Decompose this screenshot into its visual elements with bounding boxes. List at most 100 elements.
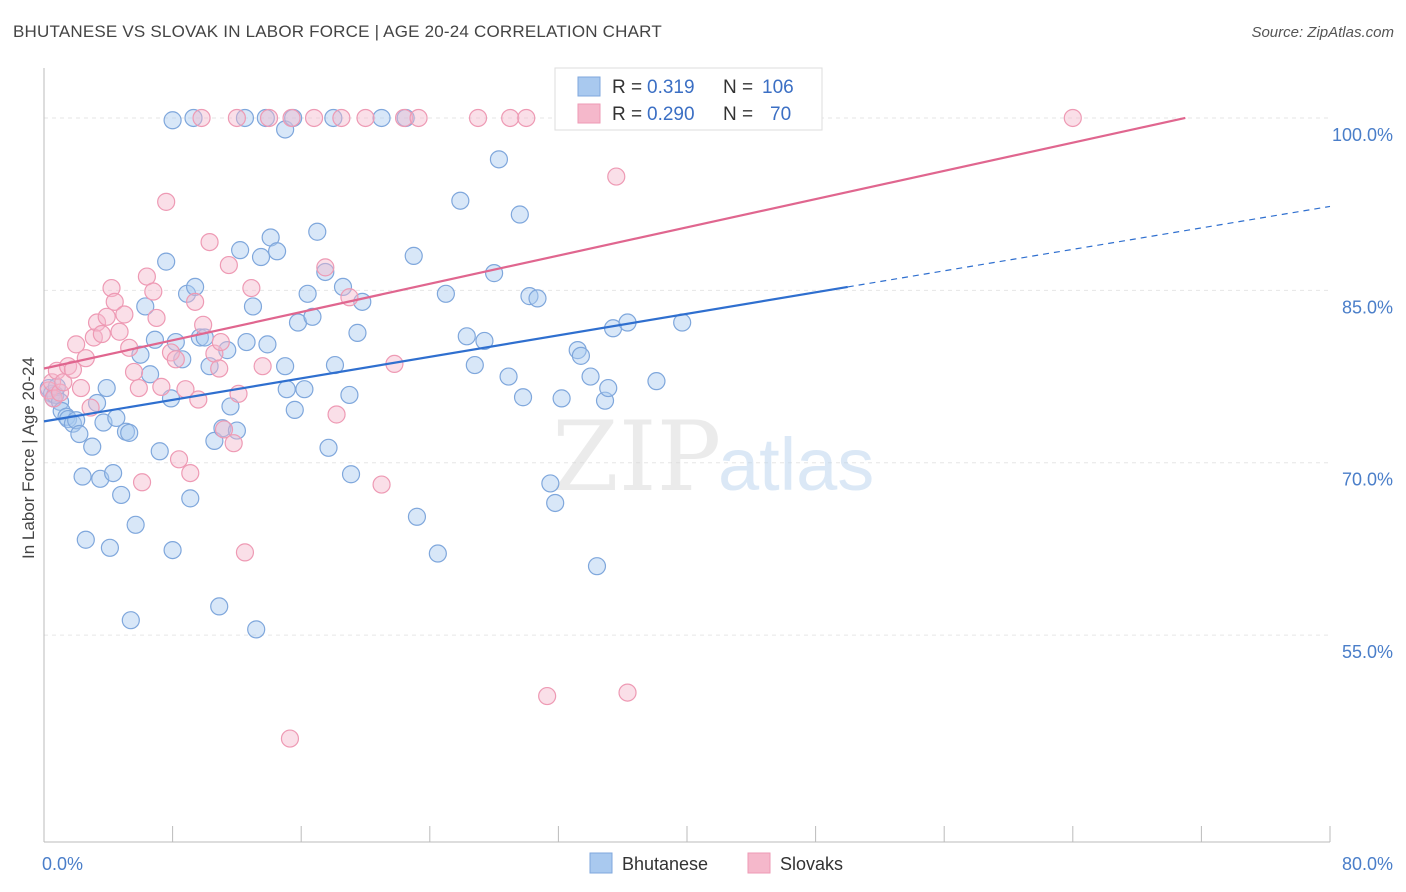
trendline-bhutanese-extension (847, 205, 1331, 288)
data-point (102, 278, 121, 298)
data-point (485, 264, 504, 283)
data-point (468, 108, 488, 128)
data-point (332, 108, 351, 128)
data-point (510, 205, 529, 224)
data-point (538, 686, 557, 706)
data-point (428, 544, 447, 563)
data-point (407, 507, 427, 526)
data-point (1063, 108, 1082, 128)
data-point (465, 355, 484, 375)
data-point (163, 111, 182, 130)
data-point (348, 323, 367, 342)
data-point (513, 388, 533, 407)
data-point (132, 473, 152, 492)
data-point (104, 463, 123, 483)
legend-box: R = 0.319 N = 106 R = 0.290 N = 70 (554, 67, 823, 131)
data-point (517, 108, 536, 128)
data-point (124, 362, 144, 382)
x-tick-label: 0.0% (42, 854, 83, 874)
tick-labels: 100.0% 85.0% 70.0% 55.0% 0.0% 80.0% (42, 125, 1393, 874)
data-point (235, 543, 255, 562)
data-point (372, 475, 391, 494)
legend-swatch-pink (577, 103, 601, 124)
data-point (253, 357, 272, 376)
data-point (211, 332, 230, 352)
data-point (457, 327, 476, 346)
x-tick-label: 80.0% (1342, 854, 1393, 874)
data-point (147, 308, 166, 328)
data-point (194, 315, 213, 334)
data-point (140, 365, 160, 384)
data-point (186, 292, 205, 311)
data-point (192, 108, 211, 128)
data-point (303, 307, 322, 326)
data-point (568, 341, 587, 360)
data-point (298, 284, 317, 303)
data-point (150, 442, 169, 461)
data-point (340, 385, 359, 405)
data-point (243, 297, 263, 316)
data-point (528, 289, 547, 308)
y-tick-label: 85.0% (1342, 297, 1393, 317)
trendlines (43, 116, 1331, 423)
data-point (282, 108, 301, 128)
data-point (372, 108, 391, 128)
legend-n-label: N = (723, 104, 753, 125)
data-point (169, 450, 189, 469)
legend-n-value: 106 (762, 77, 794, 98)
legend-r-label: R = (612, 77, 642, 98)
data-point (546, 493, 565, 513)
data-point (276, 357, 295, 376)
legend-swatch-blue (577, 76, 601, 97)
data-point (316, 258, 335, 277)
data-point (295, 380, 314, 399)
data-point (499, 367, 518, 386)
data-point (647, 372, 666, 391)
y-tick-label: 55.0% (1342, 642, 1393, 662)
y-axis-title: In Labor Force | Age 20-24 (19, 357, 38, 559)
data-point (501, 108, 520, 128)
legend-r-label: R = (612, 104, 642, 125)
data-point (181, 463, 200, 483)
data-point (333, 277, 353, 297)
source-label: Source: ZipAtlas.com (1251, 24, 1394, 41)
data-point (356, 108, 375, 128)
data-point (587, 557, 607, 576)
data-point (267, 242, 287, 261)
axes (43, 68, 1331, 843)
data-point (83, 437, 102, 456)
data-point (157, 192, 176, 211)
data-point (227, 108, 246, 128)
data-point (181, 489, 200, 508)
watermark-atlas: atlas (718, 423, 874, 506)
data-point (137, 267, 156, 286)
bottom-legend-swatch-blue (589, 852, 613, 874)
data-point (87, 313, 107, 332)
data-point (214, 420, 234, 439)
chart-title: BHUTANESE VS SLOVAK IN LABOR FORCE | AGE… (13, 22, 662, 41)
data-point (100, 538, 120, 557)
data-point (210, 359, 229, 378)
bottom-legend-bhutanese: Bhutanese (622, 854, 708, 874)
data-point (76, 530, 95, 549)
data-point (67, 335, 86, 354)
data-point (259, 108, 279, 128)
data-point (541, 474, 560, 493)
data-point (121, 611, 140, 630)
data-point (581, 367, 600, 386)
data-point (224, 434, 243, 453)
data-point (120, 423, 139, 442)
data-point (50, 383, 70, 402)
data-point (144, 282, 163, 301)
watermark: ZIP atlas (552, 401, 874, 513)
data-point (166, 350, 185, 369)
bottom-legend-slovaks: Slovaks (780, 854, 843, 874)
data-point (136, 297, 155, 316)
data-point (200, 232, 219, 252)
data-point (607, 167, 626, 186)
data-point (92, 324, 111, 344)
data-point (186, 277, 205, 297)
data-point (341, 465, 361, 484)
data-point (394, 108, 414, 128)
